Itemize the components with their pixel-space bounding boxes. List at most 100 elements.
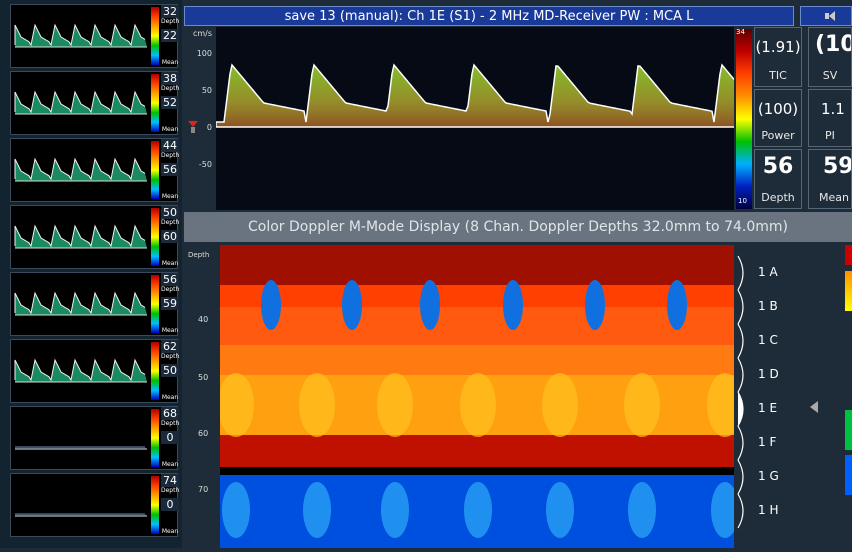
channel-label[interactable]: 1 D: [758, 367, 779, 381]
title-text: save 13 (manual): Ch 1E (S1) - 2 MHz MD-…: [284, 9, 694, 24]
tic-value: (1.91): [755, 38, 801, 56]
thumbnail-scale: [151, 141, 159, 199]
thumbnail-scale: [151, 342, 159, 400]
channel-bracket: [737, 289, 744, 325]
channel-label[interactable]: 1 F: [758, 435, 777, 449]
depth-panel: 56 Depth: [754, 149, 802, 209]
channel-label[interactable]: 1 A: [758, 265, 778, 279]
doppler-spectrum: [215, 27, 735, 210]
mmode-flow-blob: [667, 280, 687, 330]
thumbnail-mean-label: Mean: [161, 260, 179, 267]
mmode-pulse-blob: [377, 373, 413, 437]
channel-thumbnails-sidebar: 32 Depth 22 Mean 38 Depth 52 Mean 44 Depth 56 Mean 5…: [0, 0, 182, 548]
channel-thumbnail[interactable]: 44 Depth 56 Mean: [10, 138, 180, 202]
tick-label: 50: [201, 86, 212, 95]
channel-bracket: [737, 357, 744, 393]
thumbnail-mean-value: 22: [161, 29, 179, 42]
channel-thumbnail[interactable]: 74 Depth 0 Mean: [10, 473, 179, 537]
channel-label[interactable]: 1 C: [758, 333, 778, 347]
mmode-flow-blob: [342, 280, 362, 330]
thumbnail-scale: [151, 7, 159, 65]
channel-thumbnail[interactable]: 38 Depth 52 Mean: [10, 71, 180, 135]
thumbnail-mean-value: 59: [161, 297, 179, 310]
thumbnail-mean-label: Mean: [161, 461, 179, 468]
thumbnail-waveform: [15, 513, 147, 517]
thumbnail-mean-label: Mean: [161, 59, 179, 66]
channel-bracket: [737, 425, 744, 461]
channel-bracket: [737, 255, 744, 291]
thumbnail-mean-label: Mean: [161, 327, 179, 334]
thumbnail-envelope: [14, 90, 146, 114]
window-title: save 13 (manual): Ch 1E (S1) - 2 MHz MD-…: [184, 6, 794, 26]
thumbnail-mean-value: 50: [161, 364, 179, 377]
tick-label: 40: [198, 315, 209, 324]
mmode-flow-blob: [261, 280, 281, 330]
tic-panel: (1.91) TIC: [754, 27, 802, 87]
thumbnail-depth-label: Depth: [161, 353, 180, 360]
thumbnail-mean-label: Mean: [161, 394, 179, 401]
mean-label: Mean: [819, 191, 849, 204]
thumbnail-envelope: [14, 157, 146, 181]
tick-label: -50: [198, 160, 212, 169]
color-scale-bar: [736, 29, 752, 209]
scale-min-label: 10: [738, 197, 747, 205]
mmode-pulse-blob: [460, 373, 496, 437]
thumbnail-envelope: [14, 358, 146, 382]
spectrum-waveform: [215, 63, 735, 128]
channel-thumbnail[interactable]: 68 Depth 0 Mean: [10, 406, 179, 470]
spectrum-intensity: [216, 65, 734, 127]
thumbnail-scale: [151, 74, 159, 132]
baseline-marker-icon[interactable]: [186, 119, 200, 135]
thumbnail-waveform: [14, 224, 147, 249]
channel-thumbnail[interactable]: 50 Depth 60 Mean: [10, 205, 179, 269]
mmode-pulse-blob: [542, 373, 578, 437]
mmode-lower-blob: [464, 482, 492, 538]
mmode-image: [218, 245, 770, 548]
mean-panel: 59 Mean: [808, 149, 852, 209]
thumbnail-depth-label: Depth: [161, 18, 180, 25]
mmode-pulse-blob: [218, 373, 254, 437]
side-color-bar: [845, 245, 852, 548]
thumbnail-waveform: [14, 358, 147, 383]
pi-panel: 1.1 PI: [808, 89, 852, 147]
power-panel: (100) Power: [754, 89, 802, 147]
thumbnail-waveform: [14, 23, 147, 48]
thumbnail-mean-label: Mean: [161, 193, 179, 200]
thumbnail-depth-label: Depth: [161, 85, 180, 92]
thumbnail-depth-value: 50: [161, 206, 179, 219]
speaker-icon: [825, 11, 835, 21]
channel-thumbnail[interactable]: 32 Depth 22 Mean: [10, 4, 180, 68]
thumbnail-mean-value: 0: [161, 431, 179, 444]
spectrum-velocity-axis: cm/s 100 50 0 -50: [184, 27, 216, 210]
channel-thumbnail[interactable]: 62 Depth 50 Mean: [10, 339, 180, 403]
channel-label[interactable]: 1 H: [758, 503, 779, 517]
thumbnail-depth-value: 68: [161, 407, 179, 420]
thumbnail-scale: [151, 275, 159, 333]
mmode-flow-blob: [585, 280, 605, 330]
speaker-button[interactable]: [800, 6, 852, 26]
channel-label[interactable]: 1 E: [758, 401, 778, 415]
selected-channel-pointer-icon: [810, 401, 818, 413]
sv-value: (10: [815, 32, 852, 57]
tick-label: 70: [198, 485, 209, 494]
sv-label: SV: [822, 69, 838, 82]
mmode-lower-blob: [222, 482, 250, 538]
channel-selector[interactable]: 1 A 1 B 1 C 1 D 1 E 1 F 1 G 1 H: [736, 245, 852, 548]
tick-label: 50: [198, 373, 209, 382]
thumbnail-waveform: [15, 446, 147, 450]
axis-label: Depth: [188, 251, 210, 259]
channel-label[interactable]: 1 B: [758, 299, 778, 313]
thumbnail-scale: [151, 476, 159, 534]
tick-label: 0: [206, 123, 212, 132]
thumbnail-depth-label: Depth: [161, 152, 180, 159]
thumbnail-waveform: [14, 291, 147, 316]
thumbnail-envelope: [14, 291, 146, 315]
mmode-lower-blob: [546, 482, 574, 538]
thumbnail-waveform: [14, 90, 147, 115]
thumbnail-envelope: [14, 224, 146, 248]
mmode-title: Color Doppler M-Mode Display (8 Chan. Do…: [184, 212, 852, 242]
channel-label[interactable]: 1 G: [758, 469, 779, 483]
channel-thumbnail[interactable]: 56 Depth 59 Mean: [10, 272, 179, 336]
mmode-flow-blob: [420, 280, 440, 330]
depth-label: Depth: [761, 191, 795, 204]
